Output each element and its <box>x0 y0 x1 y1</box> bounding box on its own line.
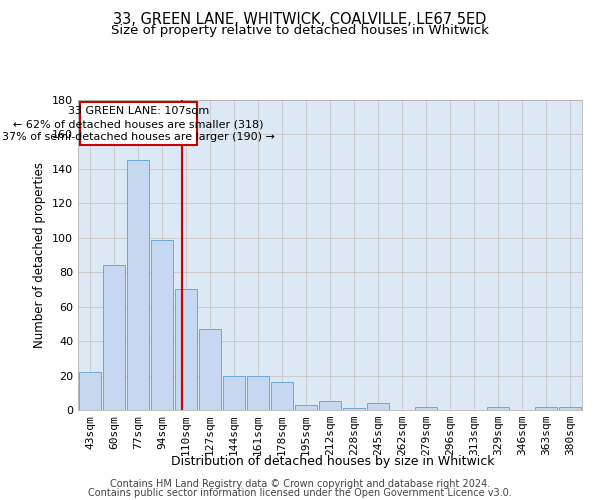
Bar <box>559 406 581 410</box>
Text: Distribution of detached houses by size in Whitwick: Distribution of detached houses by size … <box>171 454 495 468</box>
Bar <box>223 376 245 410</box>
Bar <box>367 403 389 410</box>
Bar <box>79 372 101 410</box>
Bar <box>271 382 293 410</box>
Y-axis label: Number of detached properties: Number of detached properties <box>34 162 46 348</box>
Text: 33, GREEN LANE, WHITWICK, COALVILLE, LE67 5ED: 33, GREEN LANE, WHITWICK, COALVILLE, LE6… <box>113 12 487 28</box>
Bar <box>295 405 317 410</box>
Bar <box>343 408 365 410</box>
Text: ← 62% of detached houses are smaller (318): ← 62% of detached houses are smaller (31… <box>13 119 264 129</box>
Bar <box>487 406 509 410</box>
Bar <box>319 402 341 410</box>
Bar <box>199 329 221 410</box>
FancyBboxPatch shape <box>80 102 197 145</box>
Bar <box>127 160 149 410</box>
Text: Contains HM Land Registry data © Crown copyright and database right 2024.: Contains HM Land Registry data © Crown c… <box>110 479 490 489</box>
Text: 33 GREEN LANE: 107sqm: 33 GREEN LANE: 107sqm <box>68 106 209 116</box>
Bar <box>247 376 269 410</box>
Bar <box>535 406 557 410</box>
Text: Size of property relative to detached houses in Whitwick: Size of property relative to detached ho… <box>111 24 489 37</box>
Bar <box>103 266 125 410</box>
Bar <box>151 240 173 410</box>
Bar <box>415 406 437 410</box>
Bar <box>175 290 197 410</box>
Text: 37% of semi-detached houses are larger (190) →: 37% of semi-detached houses are larger (… <box>2 132 275 142</box>
Text: Contains public sector information licensed under the Open Government Licence v3: Contains public sector information licen… <box>88 488 512 498</box>
